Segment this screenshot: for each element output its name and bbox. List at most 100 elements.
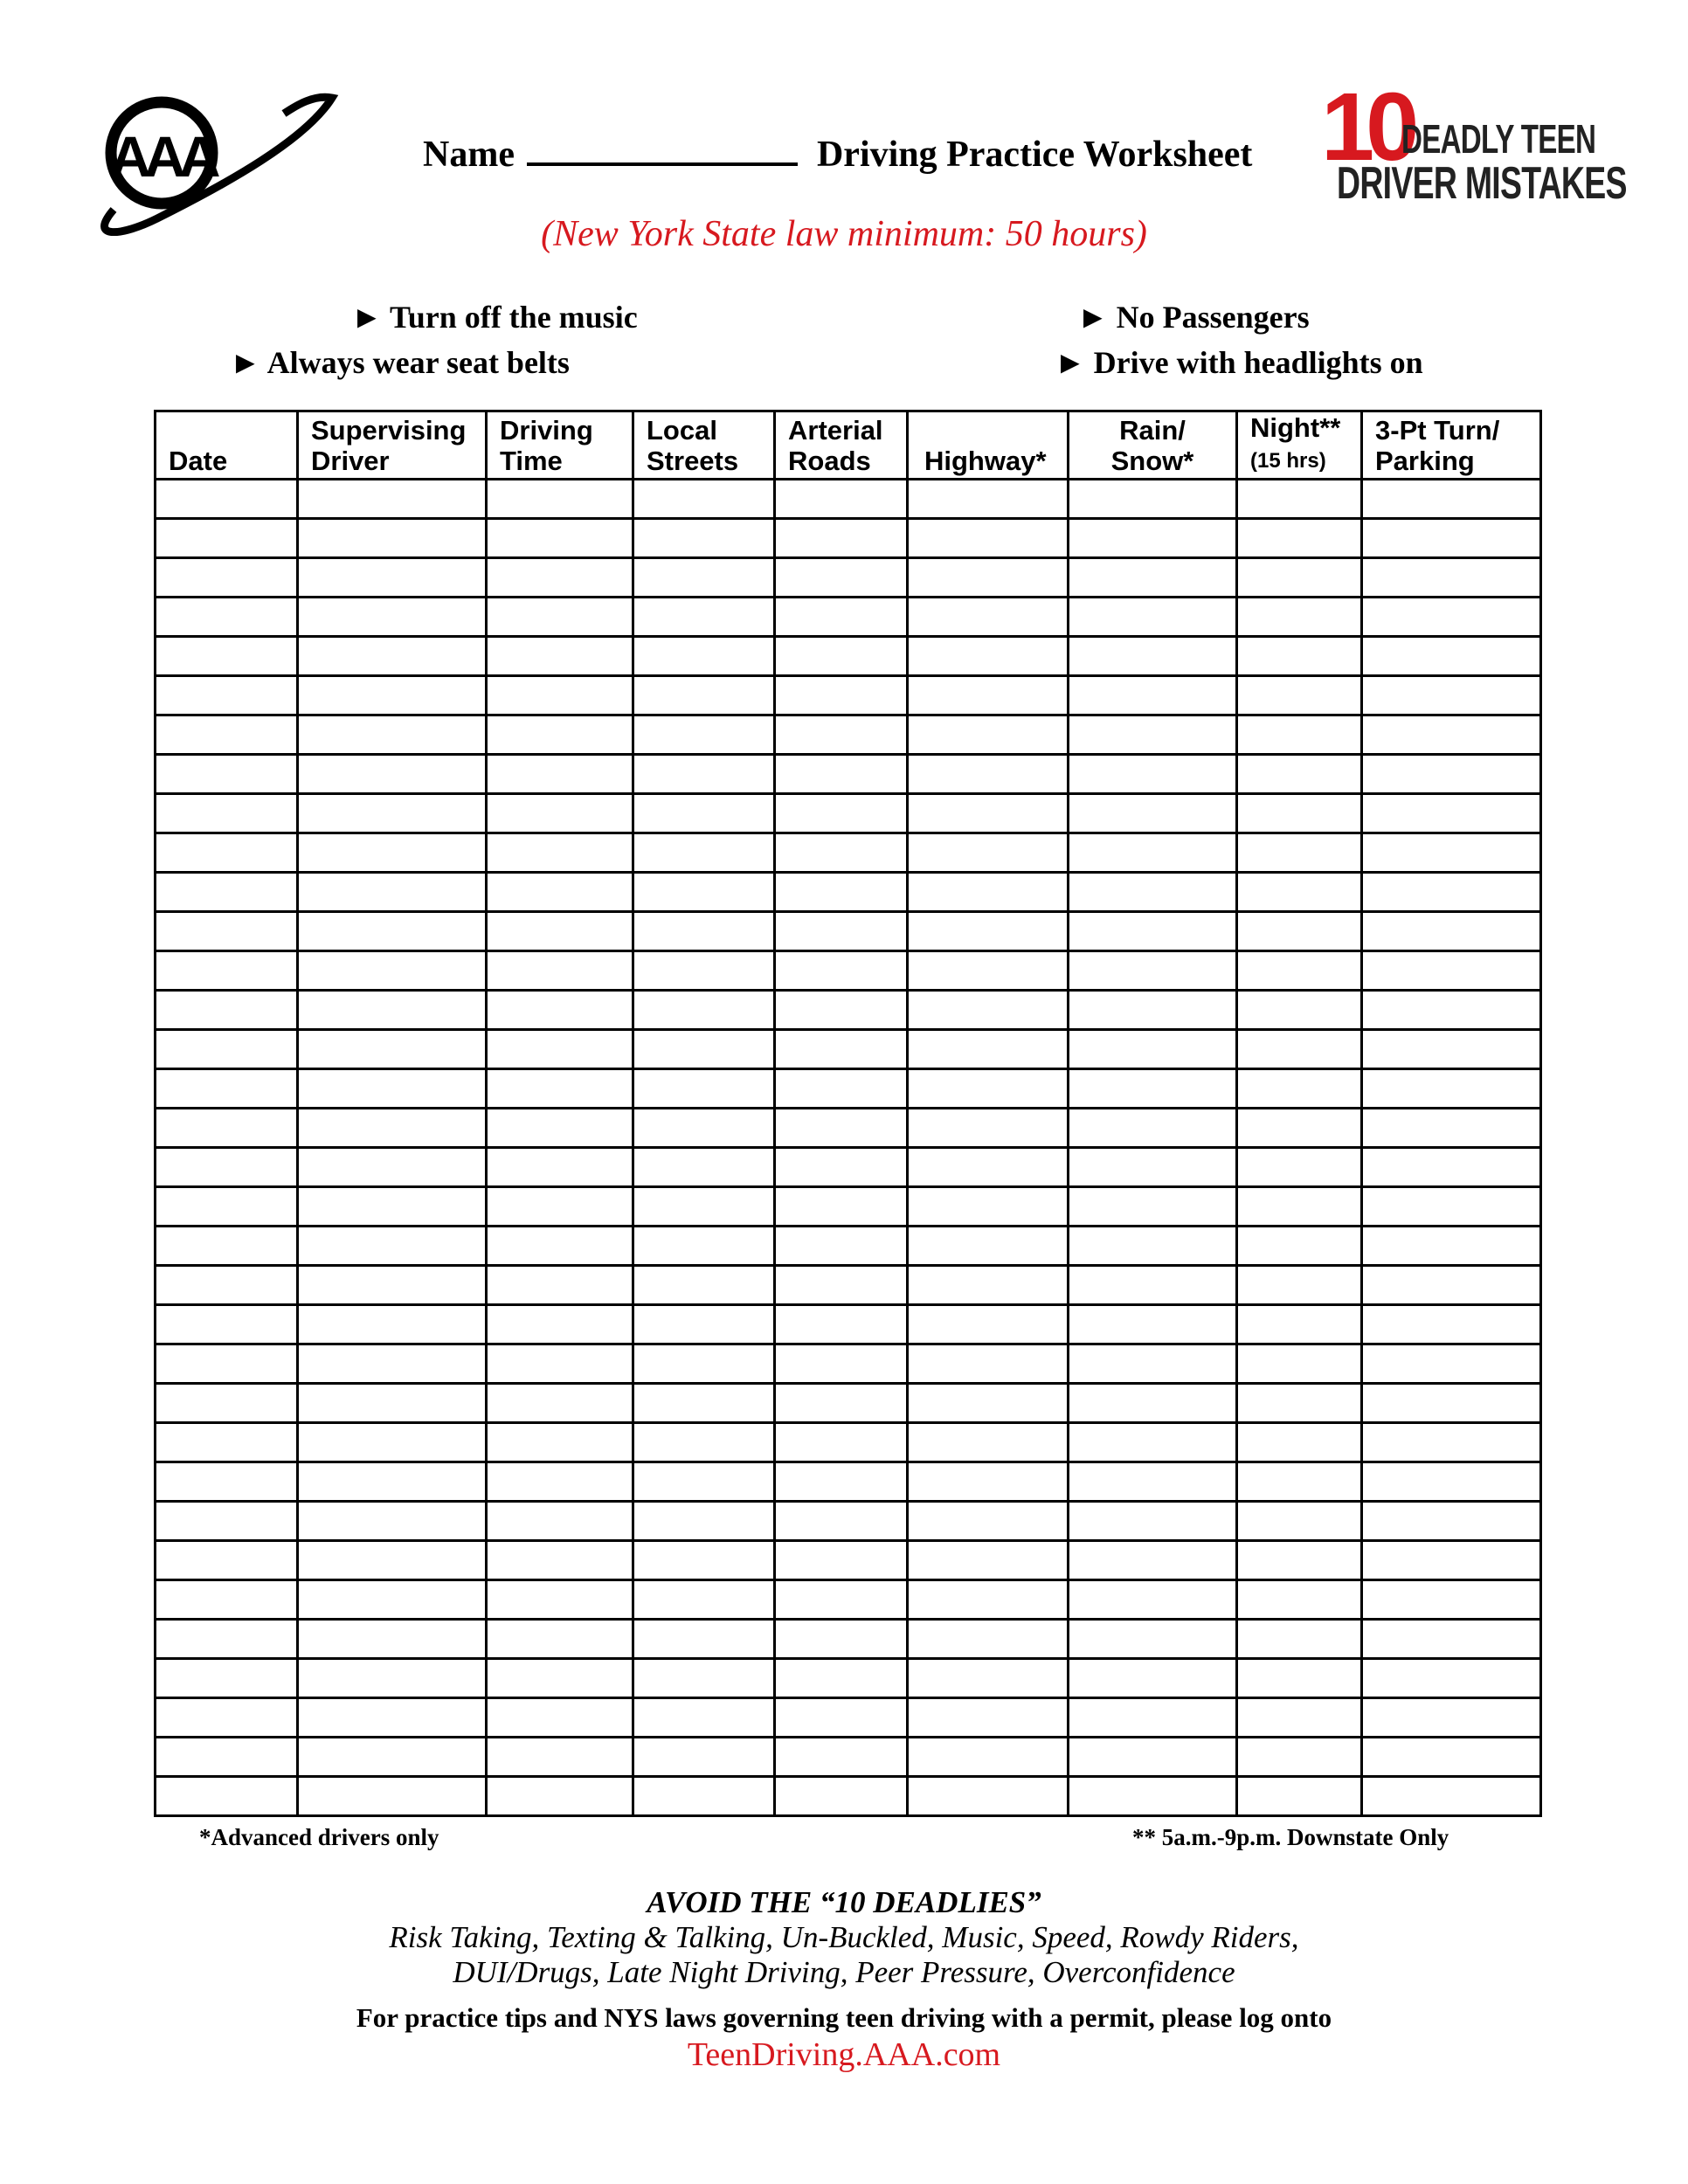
log-cell[interactable]: [773, 1107, 909, 1149]
log-cell[interactable]: [773, 674, 909, 716]
log-cell[interactable]: [632, 1107, 776, 1149]
log-cell[interactable]: [1360, 1539, 1542, 1581]
log-cell[interactable]: [1360, 596, 1542, 638]
log-cell[interactable]: [906, 1775, 1069, 1817]
log-cell[interactable]: [773, 1539, 909, 1581]
log-cell[interactable]: [296, 1736, 488, 1778]
log-cell[interactable]: [485, 1579, 634, 1621]
log-cell[interactable]: [154, 871, 299, 913]
log-cell[interactable]: [154, 1618, 299, 1660]
log-cell[interactable]: [1360, 1028, 1542, 1070]
log-cell[interactable]: [773, 1382, 909, 1424]
log-cell[interactable]: [1067, 1618, 1238, 1660]
log-cell[interactable]: [906, 1068, 1069, 1109]
log-cell[interactable]: [1067, 1539, 1238, 1581]
log-cell[interactable]: [1360, 950, 1542, 992]
log-cell[interactable]: [485, 1461, 634, 1503]
log-cell[interactable]: [154, 1068, 299, 1109]
log-cell[interactable]: [485, 1303, 634, 1345]
log-cell[interactable]: [1067, 1736, 1238, 1778]
log-cell[interactable]: [154, 1461, 299, 1503]
log-cell[interactable]: [1360, 1775, 1542, 1817]
log-cell[interactable]: [154, 1775, 299, 1817]
log-cell[interactable]: [1235, 596, 1363, 638]
log-cell[interactable]: [1067, 792, 1238, 834]
log-cell[interactable]: [906, 871, 1069, 913]
log-cell[interactable]: [1360, 1461, 1542, 1503]
log-cell[interactable]: [632, 478, 776, 520]
log-cell[interactable]: [296, 1461, 488, 1503]
log-cell[interactable]: [773, 1068, 909, 1109]
log-cell[interactable]: [632, 517, 776, 559]
log-cell[interactable]: [485, 1185, 634, 1227]
log-cell[interactable]: [296, 1697, 488, 1738]
log-cell[interactable]: [1360, 1225, 1542, 1267]
log-cell[interactable]: [296, 674, 488, 716]
log-cell[interactable]: [632, 1657, 776, 1699]
log-cell[interactable]: [154, 596, 299, 638]
log-cell[interactable]: [296, 1775, 488, 1817]
log-cell[interactable]: [906, 1539, 1069, 1581]
log-cell[interactable]: [485, 674, 634, 716]
log-cell[interactable]: [1360, 1736, 1542, 1778]
log-cell[interactable]: [1067, 674, 1238, 716]
log-cell[interactable]: [906, 1264, 1069, 1306]
log-cell[interactable]: [154, 1303, 299, 1345]
log-cell[interactable]: [632, 674, 776, 716]
log-cell[interactable]: [773, 714, 909, 756]
log-cell[interactable]: [485, 1775, 634, 1817]
log-cell[interactable]: [632, 1343, 776, 1385]
log-cell[interactable]: [906, 1579, 1069, 1621]
log-cell[interactable]: [1067, 1500, 1238, 1542]
log-cell[interactable]: [773, 596, 909, 638]
log-cell[interactable]: [1067, 1107, 1238, 1149]
log-cell[interactable]: [1235, 517, 1363, 559]
log-cell[interactable]: [1067, 1382, 1238, 1424]
log-cell[interactable]: [296, 910, 488, 952]
log-cell[interactable]: [154, 1107, 299, 1149]
log-cell[interactable]: [906, 1461, 1069, 1503]
log-cell[interactable]: [632, 989, 776, 1031]
log-cell[interactable]: [632, 910, 776, 952]
log-cell[interactable]: [632, 1421, 776, 1463]
log-cell[interactable]: [1067, 1225, 1238, 1267]
log-cell[interactable]: [632, 714, 776, 756]
log-cell[interactable]: [1235, 1107, 1363, 1149]
log-cell[interactable]: [773, 910, 909, 952]
log-cell[interactable]: [906, 1146, 1069, 1188]
log-cell[interactable]: [632, 1500, 776, 1542]
log-cell[interactable]: [485, 596, 634, 638]
log-cell[interactable]: [1360, 1107, 1542, 1149]
log-cell[interactable]: [1235, 989, 1363, 1031]
log-cell[interactable]: [1067, 1461, 1238, 1503]
log-cell[interactable]: [773, 753, 909, 795]
log-cell[interactable]: [1360, 1068, 1542, 1109]
log-cell[interactable]: [773, 792, 909, 834]
log-cell[interactable]: [1360, 1343, 1542, 1385]
log-cell[interactable]: [485, 1264, 634, 1306]
log-cell[interactable]: [1067, 753, 1238, 795]
log-cell[interactable]: [296, 1618, 488, 1660]
log-cell[interactable]: [773, 1461, 909, 1503]
log-cell[interactable]: [485, 556, 634, 598]
log-cell[interactable]: [773, 1618, 909, 1660]
log-cell[interactable]: [1235, 1500, 1363, 1542]
log-cell[interactable]: [1360, 517, 1542, 559]
log-cell[interactable]: [1067, 1697, 1238, 1738]
log-cell[interactable]: [1235, 1539, 1363, 1581]
log-cell[interactable]: [1067, 635, 1238, 677]
log-cell[interactable]: [1067, 1185, 1238, 1227]
log-cell[interactable]: [773, 1500, 909, 1542]
log-cell[interactable]: [154, 556, 299, 598]
log-cell[interactable]: [632, 871, 776, 913]
log-cell[interactable]: [906, 517, 1069, 559]
log-cell[interactable]: [632, 1618, 776, 1660]
log-cell[interactable]: [1235, 753, 1363, 795]
log-cell[interactable]: [154, 1225, 299, 1267]
log-cell[interactable]: [296, 1146, 488, 1188]
log-cell[interactable]: [1067, 910, 1238, 952]
log-cell[interactable]: [773, 1225, 909, 1267]
log-cell[interactable]: [1235, 1618, 1363, 1660]
log-cell[interactable]: [906, 1303, 1069, 1345]
log-cell[interactable]: [1235, 1736, 1363, 1778]
